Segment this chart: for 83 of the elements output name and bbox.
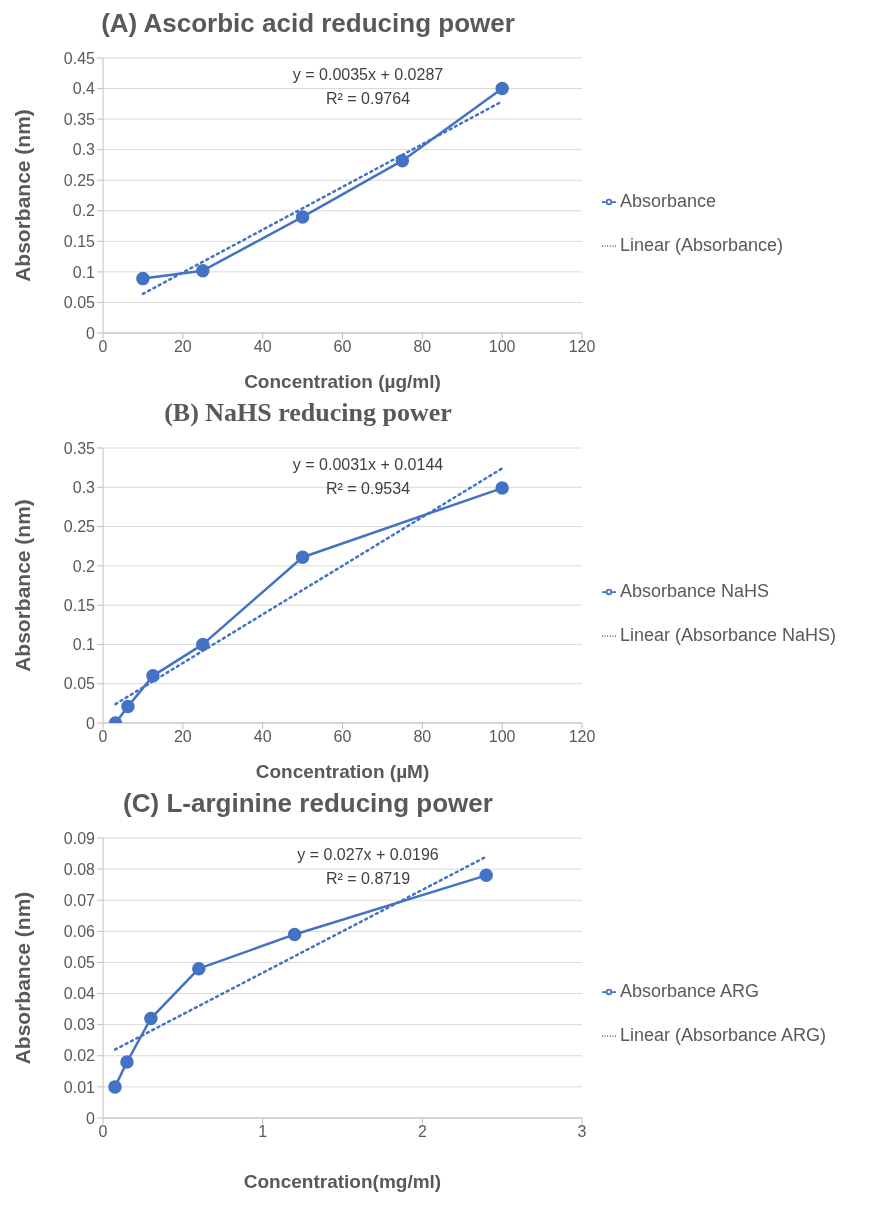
y-tick-label: 0.25 — [63, 518, 96, 536]
point — [287, 927, 302, 942]
y-tick-label: 0.15 — [63, 233, 96, 251]
x-tick-label: 100 — [488, 338, 516, 356]
point — [120, 1055, 134, 1069]
point — [121, 699, 135, 714]
y-tick-label: 0.06 — [63, 923, 96, 941]
y-tick-label: 0.1 — [72, 263, 96, 281]
legend-label: Absorbance NaHS — [620, 581, 770, 601]
y-tick-label: 0.4 — [72, 80, 96, 98]
y-tick-label: 0.2 — [72, 202, 96, 220]
y-tick-label: 0.09 — [63, 829, 96, 847]
y-tick-label: 0.25 — [63, 171, 96, 189]
point — [295, 550, 310, 564]
x-tick-label: 20 — [173, 338, 192, 356]
point — [495, 81, 509, 96]
y-tick-label: 0.08 — [63, 860, 96, 878]
y-tick-label: 0.2 — [72, 557, 96, 575]
point — [192, 961, 206, 976]
x-tick-label: 60 — [333, 728, 352, 746]
x-tick-label: 3 — [577, 1123, 587, 1141]
legend-label: Linear (Absorbance ARG) — [620, 1025, 827, 1045]
annotation: y = 0.0035x + 0.0287 — [291, 65, 445, 85]
x-axis-title: Concentration(mg/ml) — [243, 1171, 442, 1192]
x-tick-label: 40 — [253, 338, 272, 356]
y-tick-label: 0.15 — [63, 596, 96, 614]
y-tick-label: 0.35 — [63, 439, 96, 457]
annotation: y = 0.0031x + 0.0144 — [291, 455, 445, 475]
point — [108, 1080, 122, 1094]
legend-label: Linear (Absorbance) — [620, 235, 784, 255]
y-tick-label: 0 — [86, 714, 96, 732]
x-axis-title: Concentration (µM) — [255, 761, 430, 782]
annotation: y = 0.027x + 0.0196 — [296, 845, 440, 865]
y-axis-title: Absorbance (nm) — [11, 109, 35, 282]
x-tick-label: 40 — [253, 728, 272, 746]
legend-label: Linear (Absorbance NaHS) — [620, 625, 837, 645]
x-tick-label: 1 — [258, 1123, 268, 1141]
y-tick-label: 0.03 — [63, 1016, 96, 1034]
point — [136, 271, 150, 286]
y-tick-label: 0.05 — [63, 675, 96, 693]
legend-label: Absorbance — [620, 191, 717, 211]
x-tick-label: 0 — [98, 728, 108, 746]
chart-title: (C) L-arginine reducing power — [122, 788, 494, 820]
y-tick-label: 0 — [86, 324, 96, 342]
y-tick-label: 0.02 — [63, 1047, 96, 1065]
point — [479, 868, 493, 883]
y-tick-label: 0 — [86, 1109, 96, 1127]
x-tick-label: 100 — [488, 728, 516, 746]
point — [395, 153, 410, 168]
y-axis-title: Absorbance (nm) — [11, 499, 35, 672]
annotation: R² = 0.9764 — [324, 89, 412, 109]
y-tick-label: 0.45 — [63, 49, 96, 67]
x-tick-label: 80 — [413, 338, 432, 356]
point — [196, 637, 210, 652]
y-tick-label: 0.04 — [63, 985, 96, 1003]
x-tick-label: 80 — [413, 728, 432, 746]
y-tick-label: 0.07 — [63, 891, 96, 909]
x-tick-label: 0 — [98, 1123, 108, 1141]
point — [144, 1011, 158, 1026]
y-tick-label: 0.05 — [63, 954, 96, 972]
chart-title: (A) Ascorbic acid reducing power — [100, 8, 516, 40]
y-tick-label: 0.3 — [72, 141, 96, 159]
x-tick-label: 120 — [568, 728, 596, 746]
y-tick-label: 0.05 — [63, 294, 96, 312]
y-tick-label: 0.1 — [72, 636, 96, 654]
annotation: R² = 0.9534 — [324, 479, 412, 499]
x-axis-title: Concentration (µg/ml) — [244, 371, 441, 392]
point — [495, 481, 509, 495]
y-axis-title: Absorbance (nm) — [11, 891, 35, 1065]
annotation: R² = 0.8719 — [324, 869, 412, 889]
x-tick-label: 20 — [173, 728, 192, 746]
y-tick-label: 0.01 — [63, 1078, 96, 1096]
point — [196, 263, 210, 278]
x-tick-label: 0 — [98, 338, 108, 356]
x-tick-label: 120 — [568, 338, 596, 356]
legend-label: Absorbance ARG — [620, 981, 760, 1001]
x-tick-label: 2 — [417, 1123, 427, 1141]
point — [295, 210, 310, 224]
point — [146, 669, 160, 683]
chart-title: (B) NaHS reducing power — [163, 398, 453, 429]
y-tick-label: 0.3 — [72, 478, 96, 496]
y-tick-label: 0.35 — [63, 110, 96, 128]
x-tick-label: 60 — [333, 338, 352, 356]
